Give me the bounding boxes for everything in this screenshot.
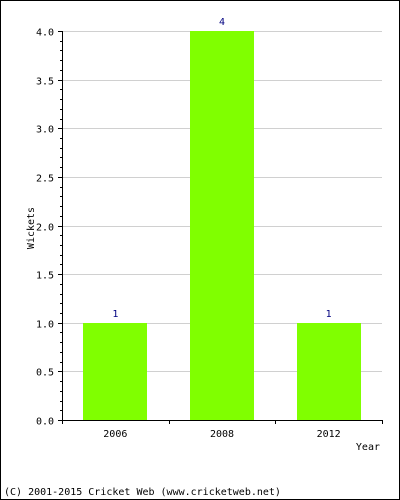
labels: 1 4 1 0.0 0.5 1.0 1.5 2.0 2.5 3.0 3.5 4.0 2006 2008 20… <box>36 17 341 440</box>
x-tick-label: 2012 <box>317 429 341 440</box>
x-axis-label: Year <box>356 442 380 453</box>
y-tick-label: 1.0 <box>36 320 54 331</box>
y-tick-label: 4.0 <box>36 28 54 39</box>
x-tick-label: 2008 <box>210 429 234 440</box>
bar-data-label: 1 <box>326 309 332 320</box>
bar-data-label: 1 <box>112 309 118 320</box>
y-tick-label: 2.5 <box>36 174 54 185</box>
bar <box>297 323 361 420</box>
bar <box>83 323 147 420</box>
bar <box>190 31 254 420</box>
y-tick-label: 3.5 <box>36 77 54 88</box>
y-tick-label: 3.0 <box>36 125 54 136</box>
y-axis-label: Wickets <box>26 207 37 249</box>
y-tick-label: 1.5 <box>36 271 54 282</box>
y-tick-label: 2.0 <box>36 223 54 234</box>
x-tick-label: 2006 <box>103 429 127 440</box>
bar-data-label: 4 <box>219 17 225 28</box>
y-tick-label: 0.0 <box>36 417 54 428</box>
copyright-footer: (C) 2001-2015 Cricket Web (www.cricketwe… <box>4 487 281 498</box>
bars <box>83 31 361 420</box>
y-tick-label: 0.5 <box>36 368 54 379</box>
axes <box>58 31 383 424</box>
